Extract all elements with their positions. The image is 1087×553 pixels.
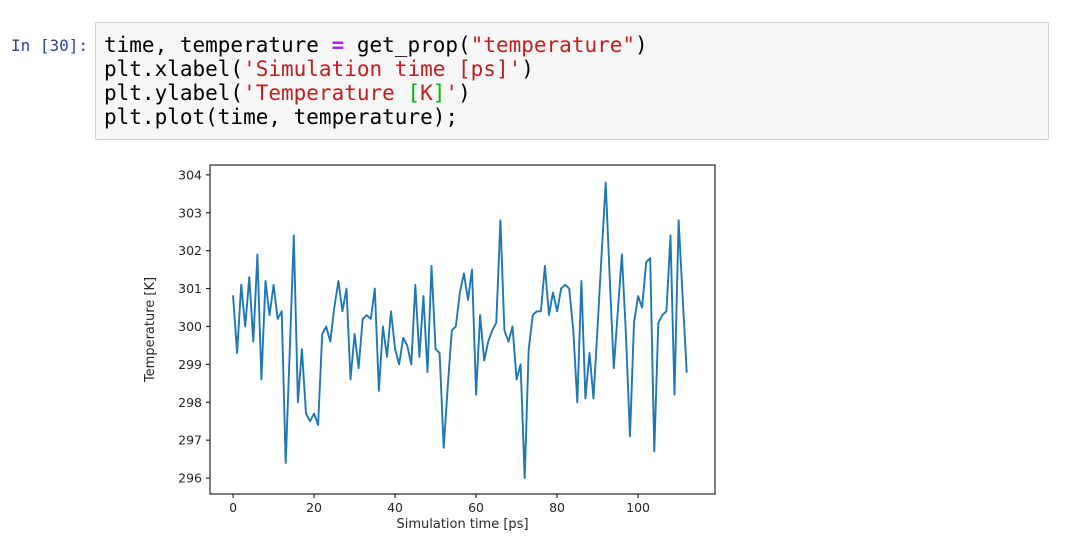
code-token-plain: plt.xlabel( [104, 57, 244, 81]
y-axis-label: Temperature [K] [143, 277, 158, 383]
x-tick-label: 20 [306, 500, 322, 515]
code-token-plain: ) [521, 57, 534, 81]
cell-input-prompt: In [30]: [10, 36, 88, 55]
code-token-bracket: [ [407, 81, 421, 105]
temperature-plot: 0 20 40 60 80 100 296 297 298 299 300 301 302 303 304 S… [140, 152, 734, 546]
y-tick-label: 302 [178, 243, 202, 258]
code-token-plain: get_prop( [344, 33, 471, 57]
code-token-plain: ) [635, 33, 648, 57]
x-axis-label: Simulation time [ps] [396, 517, 528, 532]
code-line: plt.xlabel('Simulation time [ps]') [104, 57, 1040, 81]
code-token-string: K [420, 81, 433, 105]
temperature-line [232, 181, 688, 480]
code-token-string: "temperature" [470, 33, 636, 57]
code-token-plain: time, temperature [104, 33, 332, 57]
code-token-string: 'Simulation time [ps]' [243, 57, 522, 81]
code-token-operator: = [331, 33, 345, 57]
code-editor[interactable]: time, temperature = get_prop("temperatur… [95, 22, 1049, 140]
code-token-plain: ) [458, 81, 471, 105]
y-tick-label: 300 [178, 319, 202, 334]
y-tick-label: 296 [178, 471, 202, 486]
x-tick-label: 0 [229, 500, 237, 515]
code-token-plain: plt.ylabel( [104, 81, 244, 105]
x-tick-label: 60 [468, 500, 484, 515]
x-tick-label: 40 [387, 500, 403, 515]
code-token-bracket: ] [432, 81, 446, 105]
code-line: time, temperature = get_prop("temperatur… [104, 33, 1040, 57]
cell-output-area: 0 20 40 60 80 100 296 297 298 299 300 301 302 303 304 S… [140, 152, 734, 551]
code-token-plain: plt.plot(time, temperature); [104, 105, 459, 129]
y-tick-label: 299 [178, 357, 202, 372]
code-line: plt.ylabel('Temperature [K]') [104, 81, 1040, 105]
y-tick-label: 298 [178, 395, 202, 410]
figure-background [140, 152, 734, 546]
x-tick-label: 80 [549, 500, 565, 515]
code-token-string: 'Temperature [243, 81, 408, 105]
y-tick-label: 303 [178, 205, 202, 220]
y-tick-label: 297 [178, 433, 202, 448]
y-tick-label: 304 [178, 167, 202, 182]
y-tick-label: 301 [178, 281, 202, 296]
x-tick-label: 100 [626, 500, 650, 515]
code-token-string: ' [445, 81, 459, 105]
code-line: plt.plot(time, temperature); [104, 105, 1040, 129]
axes-frame [209, 164, 716, 495]
